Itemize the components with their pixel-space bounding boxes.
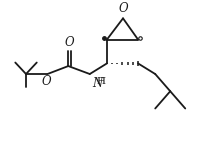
Text: O: O	[41, 75, 51, 88]
Text: H: H	[97, 77, 106, 86]
Text: O: O	[118, 2, 128, 15]
Text: N: N	[92, 77, 103, 90]
Text: O: O	[65, 36, 74, 49]
